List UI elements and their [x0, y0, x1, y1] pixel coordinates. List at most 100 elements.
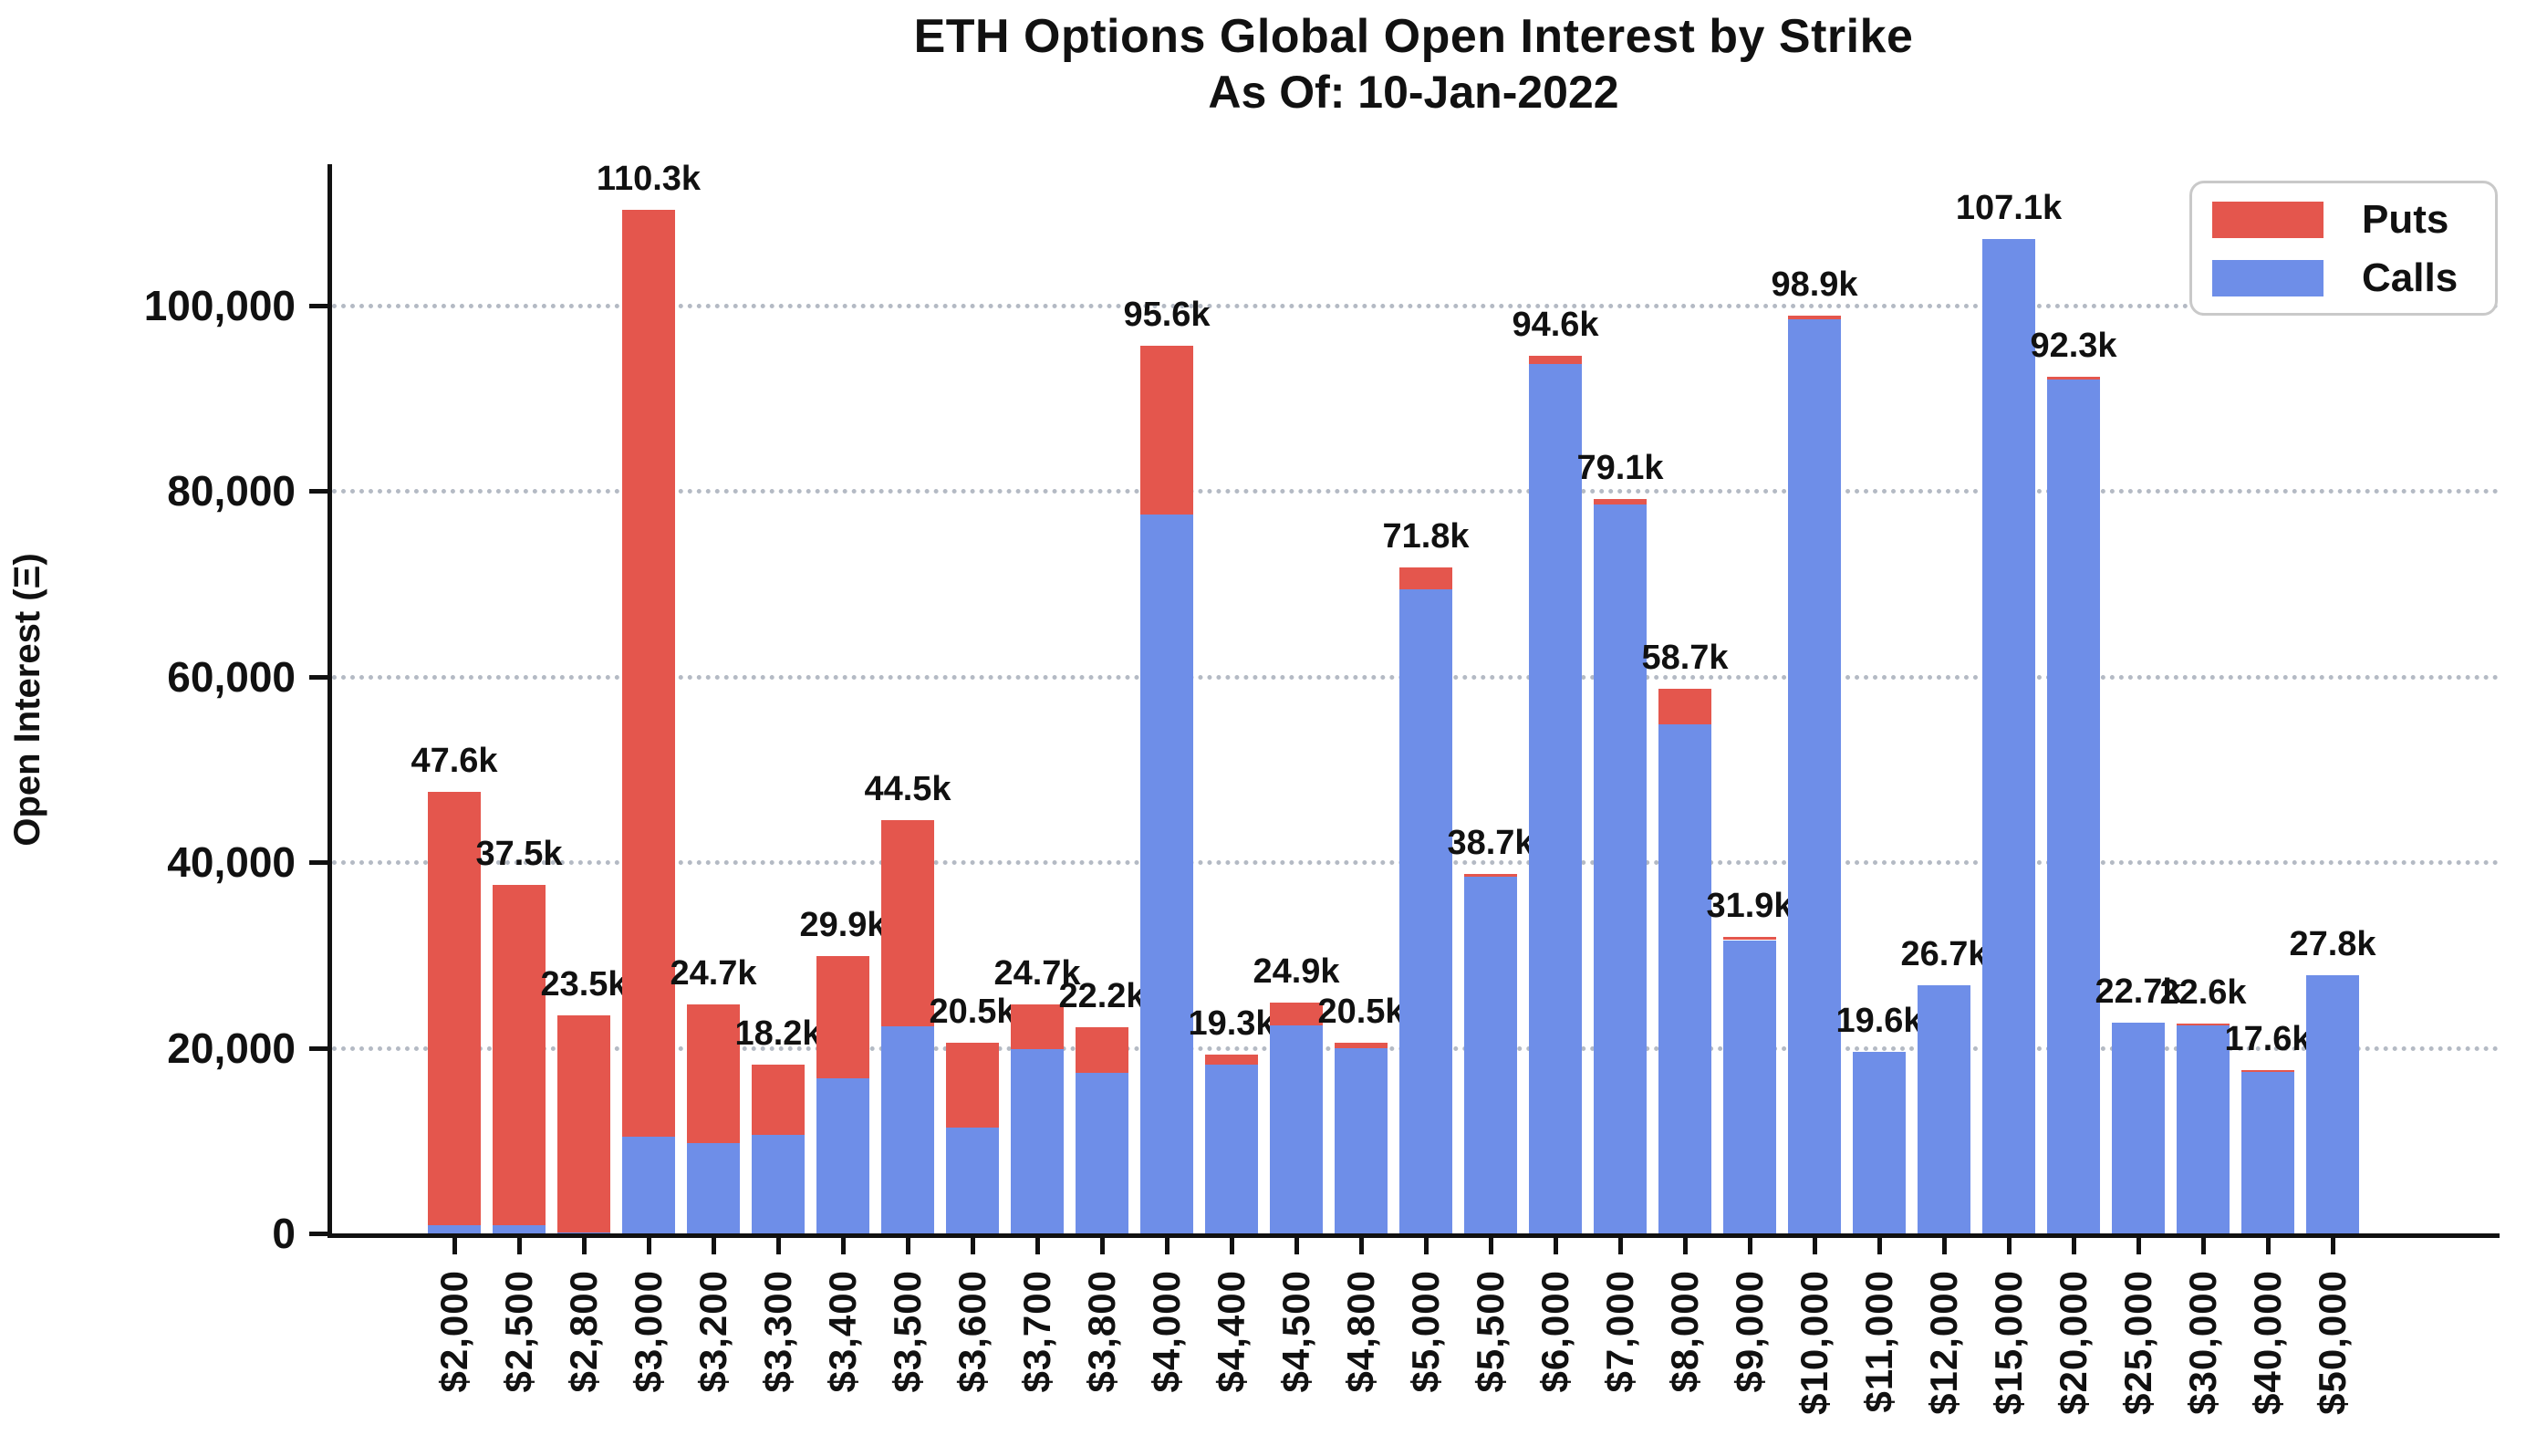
x-tick-$50,000: [2331, 1238, 2335, 1254]
bar-calls-$2,000: [428, 1224, 481, 1233]
bar-puts-$2,500: [493, 885, 546, 1225]
bar-calls-$3,200: [687, 1143, 740, 1233]
x-tick-$8,000: [1683, 1238, 1688, 1254]
bar-calls-$4,400: [1205, 1064, 1258, 1233]
x-tick-text: $5,500: [1469, 1270, 1512, 1393]
gridline-100,000: [332, 303, 2500, 308]
bar-calls-$2,500: [493, 1224, 546, 1233]
chart-title: ETH Options Global Open Interest by Stri…: [913, 10, 1914, 63]
bar-total-label-$12,000: 26.7k: [1900, 935, 1988, 974]
bar-calls-$30,000: [2177, 1025, 2230, 1233]
bar-calls-$15,000: [1982, 239, 2035, 1233]
y-tick-label: 60,000: [167, 652, 296, 701]
x-tick-label-$25,000: $25,000: [2111, 1270, 2166, 1420]
bar-calls-$50,000: [2306, 975, 2359, 1233]
x-axis-line: [327, 1233, 2500, 1238]
y-tick-label: 0: [272, 1210, 296, 1257]
x-tick-label-$7,000: $7,000: [1593, 1270, 1648, 1397]
x-tick-label-$12,000: $12,000: [1917, 1270, 1971, 1420]
bar-calls-$3,700: [1011, 1048, 1064, 1233]
x-tick-text: $25,000: [2116, 1270, 2159, 1415]
bar-total-label-$7,000: 79.1k: [1576, 449, 1664, 488]
bar-puts-$3,600: [946, 1043, 999, 1128]
x-tick-text: $4,400: [1210, 1270, 1253, 1393]
x-tick-$4,800: [1359, 1238, 1364, 1254]
x-tick-label-$2,800: $2,800: [556, 1270, 611, 1397]
bar-total-label-$3,600: 20.5k: [929, 993, 1016, 1032]
y-tick-20,000: [309, 1045, 329, 1051]
x-tick-label-$3,700: $3,700: [1010, 1270, 1065, 1397]
bar-total-label-$11,000: 19.6k: [1835, 1001, 1923, 1040]
x-tick-text: $11,000: [1857, 1270, 1900, 1413]
bar-puts-$6,000: [1529, 355, 1582, 364]
bar-calls-$4,500: [1270, 1025, 1323, 1233]
y-axis-line: [327, 164, 332, 1238]
y-tick-40,000: [309, 860, 329, 866]
x-tick-label-$3,300: $3,300: [751, 1270, 806, 1397]
x-tick-label-$3,000: $3,000: [621, 1270, 676, 1397]
x-tick-text: $6,000: [1533, 1270, 1576, 1393]
bar-puts-$40,000: [2241, 1069, 2294, 1072]
x-tick-text: $3,000: [627, 1270, 670, 1393]
gridline-80,000: [332, 489, 2500, 494]
x-tick-label-$3,400: $3,400: [816, 1270, 870, 1397]
x-tick-text: $9,000: [1728, 1270, 1771, 1393]
bar-puts-$3,700: [1011, 1004, 1064, 1049]
bar-total-label-$4,400: 19.3k: [1188, 1004, 1275, 1043]
x-tick-text: $4,500: [1274, 1270, 1317, 1393]
x-tick-text: $3,700: [1015, 1270, 1058, 1393]
bar-total-label-$3,000: 110.3k: [596, 159, 702, 198]
bar-total-label-$4,500: 24.9k: [1253, 952, 1340, 991]
x-tick-text: $2,500: [497, 1270, 540, 1393]
x-tick-$15,000: [2007, 1238, 2012, 1254]
bar-puts-$3,000: [622, 209, 675, 1138]
bar-puts-$7,000: [1594, 499, 1647, 505]
bar-puts-$20,000: [2047, 376, 2100, 380]
x-tick-label-$40,000: $40,000: [2240, 1270, 2295, 1420]
y-axis-label: Open Interest (Ξ): [7, 553, 47, 847]
x-tick-$2,800: [582, 1238, 587, 1254]
bar-calls-$7,000: [1594, 504, 1647, 1233]
x-tick-text: $2,000: [432, 1270, 475, 1393]
bar-total-label-$5,000: 71.8k: [1382, 516, 1470, 556]
x-tick-text: $3,500: [886, 1270, 929, 1393]
bar-calls-$5,000: [1399, 588, 1452, 1233]
x-tick-label-$15,000: $15,000: [1981, 1270, 2036, 1420]
x-tick-text: $2,800: [562, 1270, 605, 1393]
y-tick-label: 40,000: [167, 838, 296, 887]
bar-puts-$4,500: [1270, 1002, 1323, 1026]
x-tick-text: $4,800: [1339, 1270, 1382, 1393]
bar-total-label-$40,000: 17.6k: [2224, 1019, 2312, 1058]
bar-total-label-$15,000: 107.1k: [1955, 189, 2063, 228]
x-tick-text: $12,000: [1922, 1270, 1965, 1415]
x-tick-text: $40,000: [2246, 1270, 2289, 1415]
x-tick-text: $4,000: [1145, 1270, 1188, 1393]
bar-calls-$4,000: [1140, 514, 1193, 1233]
calls-swatch: [2212, 260, 2323, 296]
x-tick-$6,000: [1554, 1238, 1558, 1254]
bar-total-label-$8,000: 58.7k: [1641, 638, 1729, 677]
bar-calls-$8,000: [1658, 724, 1711, 1233]
bar-puts-$3,300: [752, 1064, 805, 1136]
x-tick-text: $3,800: [1080, 1270, 1123, 1393]
bar-puts-$30,000: [2177, 1024, 2230, 1026]
bar-calls-$3,400: [816, 1078, 869, 1233]
x-tick-$12,000: [1942, 1238, 1947, 1254]
x-tick-label-$20,000: $20,000: [2046, 1270, 2101, 1420]
bar-puts-$3,400: [816, 955, 869, 1079]
y-tick-label: 100,000: [143, 281, 296, 329]
legend-item-calls: Calls: [2212, 258, 2458, 298]
bar-puts-$2,000: [428, 791, 481, 1225]
bar-puts-$2,800: [557, 1014, 610, 1232]
x-tick-$3,500: [906, 1238, 910, 1254]
bar-total-label-$3,500: 44.5k: [864, 770, 951, 809]
x-tick-label-$9,000: $9,000: [1722, 1270, 1777, 1397]
x-tick-$4,400: [1230, 1238, 1234, 1254]
x-tick-text: $3,600: [951, 1270, 993, 1393]
x-tick-label-$4,000: $4,000: [1139, 1270, 1194, 1397]
bar-calls-$2,800: [557, 1232, 610, 1233]
puts-label: Puts: [2362, 197, 2449, 242]
bar-total-label-$4,800: 20.5k: [1317, 993, 1405, 1032]
x-tick-label-$2,500: $2,500: [492, 1270, 546, 1397]
x-tick-$4,500: [1294, 1238, 1299, 1254]
